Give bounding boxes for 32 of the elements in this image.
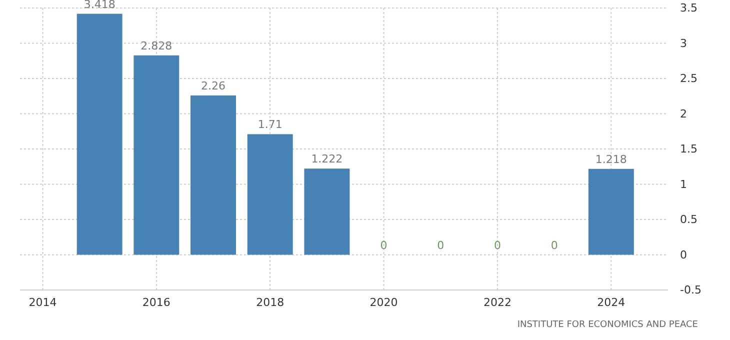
bar: [134, 55, 180, 255]
text: INSTITUTE FOR ECONOMICS AND PEACE: [517, 320, 698, 330]
data-label: 0: [380, 238, 388, 252]
y-tick-label: 3.5: [680, 2, 698, 15]
bar: [588, 168, 634, 255]
x-tick-label: 2014: [28, 296, 57, 309]
bar: [76, 14, 122, 255]
x-tick-label: 2022: [483, 296, 512, 309]
y-tick-label: 1.5: [680, 142, 698, 156]
data-label: 1.71: [258, 118, 282, 132]
data-label: 2.828: [140, 39, 172, 52]
y-tick-label: 0.5: [680, 213, 698, 226]
data-label: 2.26: [201, 79, 226, 92]
x-tick-label: 2016: [142, 296, 170, 309]
y-tick-label: 2: [680, 107, 687, 120]
bar: [304, 168, 350, 255]
data-label: 0: [494, 238, 501, 252]
data-label: 1.222: [311, 152, 343, 166]
bar: [247, 134, 293, 255]
x-tick-label: 2018: [256, 296, 284, 309]
data-label: 3.418: [84, 0, 116, 11]
y-tick-label: 1: [680, 178, 687, 191]
x-tick-label: 2024: [597, 296, 626, 309]
y-tick-label: -0.5: [680, 284, 702, 297]
y-tick-label: 3: [680, 36, 687, 50]
data-label: 0: [437, 238, 444, 252]
bar: [190, 95, 236, 255]
data-label: 0: [550, 238, 558, 252]
y-tick-label: 2.5: [680, 72, 698, 86]
x-tick-label: 2020: [370, 296, 398, 309]
y-tick-label: 0: [680, 248, 687, 262]
data-label: 1.218: [595, 152, 627, 166]
